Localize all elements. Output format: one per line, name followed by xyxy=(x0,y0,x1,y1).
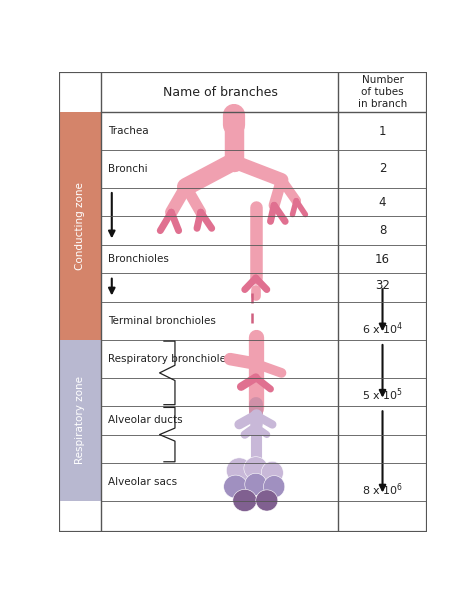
Bar xyxy=(59,340,101,501)
Ellipse shape xyxy=(261,461,283,484)
Text: Terminal bronchioles: Terminal bronchioles xyxy=(108,316,216,326)
Text: 16: 16 xyxy=(375,253,390,266)
Text: Conducting zone: Conducting zone xyxy=(75,182,85,270)
Text: 1: 1 xyxy=(379,124,386,138)
Bar xyxy=(59,112,101,340)
Text: Trachea: Trachea xyxy=(108,126,149,136)
Text: 8 x 10$^6$: 8 x 10$^6$ xyxy=(362,481,403,498)
Ellipse shape xyxy=(264,475,285,498)
Text: Alveolar sacs: Alveolar sacs xyxy=(108,477,177,487)
Ellipse shape xyxy=(224,475,247,498)
Text: 6 x 10$^4$: 6 x 10$^4$ xyxy=(362,320,403,337)
Text: Name of branches: Name of branches xyxy=(163,86,277,99)
Ellipse shape xyxy=(244,457,268,480)
Text: 5 x 10$^5$: 5 x 10$^5$ xyxy=(362,386,403,403)
Ellipse shape xyxy=(256,490,278,511)
Ellipse shape xyxy=(233,489,257,511)
Text: 32: 32 xyxy=(375,279,390,292)
Ellipse shape xyxy=(227,458,252,483)
Text: 8: 8 xyxy=(379,224,386,237)
Text: Alveolar ducts: Alveolar ducts xyxy=(108,416,183,425)
Ellipse shape xyxy=(245,473,267,495)
Text: Respiratory bronchioles: Respiratory bronchioles xyxy=(108,353,232,364)
Text: Respiratory zone: Respiratory zone xyxy=(75,376,85,464)
Text: 4: 4 xyxy=(379,196,386,209)
FancyBboxPatch shape xyxy=(59,72,427,532)
Text: Bronchi: Bronchi xyxy=(108,164,148,174)
Text: 2: 2 xyxy=(379,163,386,175)
Text: Bronchioles: Bronchioles xyxy=(108,254,169,264)
Text: Number
of tubes
in branch: Number of tubes in branch xyxy=(358,75,407,109)
